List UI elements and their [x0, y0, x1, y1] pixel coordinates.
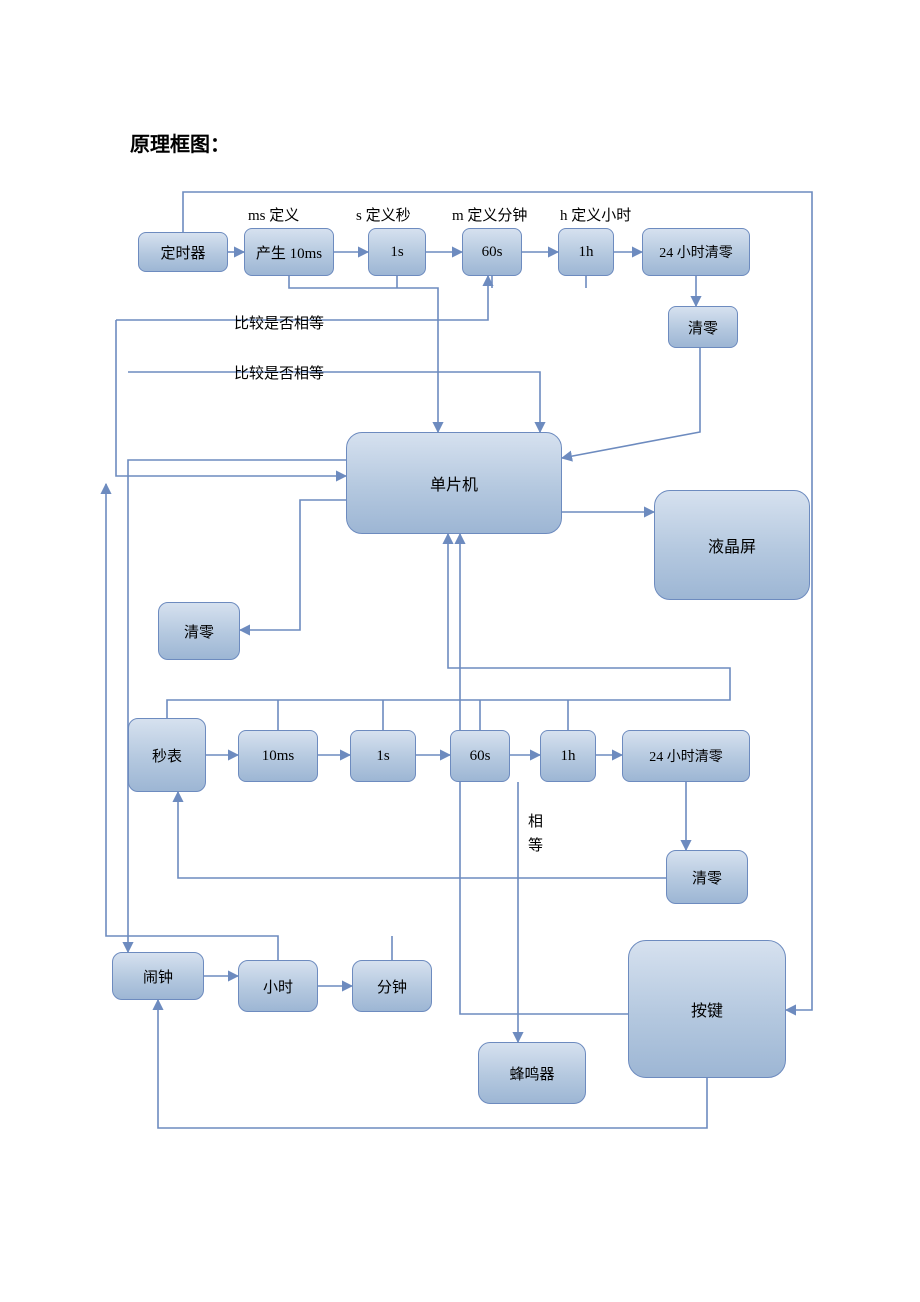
lbl-eq2: 等 — [528, 834, 543, 855]
node-keys: 按键 — [628, 940, 786, 1078]
node-buzzer-label: 蜂鸣器 — [509, 1063, 554, 1084]
edge-14 — [128, 372, 540, 432]
node-alarm: 闹钟 — [112, 952, 204, 1000]
node-lcd-label: 液晶屏 — [708, 533, 756, 557]
edge-8 — [289, 276, 438, 432]
node-r1h: 1h — [540, 730, 596, 782]
node-r10ms: 10ms — [238, 730, 318, 782]
node-r60s-label: 60s — [470, 748, 491, 765]
node-top24-label: 24 小时清零 — [659, 242, 733, 262]
edge-17 — [128, 460, 346, 952]
node-top24: 24 小时清零 — [642, 228, 750, 276]
node-clear2-label: 清零 — [184, 621, 214, 642]
node-mcu: 单片机 — [346, 432, 562, 534]
node-mcu-label: 单片机 — [430, 471, 478, 495]
edge-6 — [562, 348, 700, 458]
node-clear3-label: 清零 — [692, 867, 722, 888]
node-r1h-label: 1h — [561, 748, 576, 765]
edge-16 — [240, 500, 346, 630]
node-minute-label: 分钟 — [377, 976, 407, 997]
lbl-eq1: 相 — [528, 810, 543, 831]
node-stopwatch: 秒表 — [128, 718, 206, 792]
node-top1h-label: 1h — [579, 244, 594, 261]
node-top60s: 60s — [462, 228, 522, 276]
node-lcd: 液晶屏 — [654, 490, 810, 600]
lbl-m: m 定义分钟 — [452, 204, 527, 225]
node-minute: 分钟 — [352, 960, 432, 1012]
node-keys-label: 按键 — [691, 997, 723, 1021]
lbl-s: s 定义秒 — [356, 204, 411, 225]
node-timer-label: 定时器 — [160, 242, 205, 263]
node-r60s: 60s — [450, 730, 510, 782]
node-top60s-label: 60s — [482, 244, 503, 261]
node-clear1-label: 清零 — [688, 317, 718, 338]
node-r1s: 1s — [350, 730, 416, 782]
diagram-stage: { "title": {"text":"原理框图：","x":130,"y":1… — [0, 0, 920, 1302]
node-r10ms-label: 10ms — [262, 748, 295, 765]
node-gen10ms-label: 产生 10ms — [256, 242, 322, 263]
edge-12 — [116, 320, 346, 476]
node-r24: 24 小时清零 — [622, 730, 750, 782]
edge-24 — [178, 792, 666, 878]
node-clear3: 清零 — [666, 850, 748, 904]
edges-layer — [0, 0, 920, 1302]
node-timer: 定时器 — [138, 232, 228, 272]
edge-25 — [167, 534, 730, 718]
edge-36 — [158, 1000, 707, 1128]
node-top1s-label: 1s — [390, 244, 403, 261]
lbl-cmp1: 比较是否相等 — [234, 312, 324, 333]
node-r1s-label: 1s — [376, 748, 389, 765]
node-stopwatch-label: 秒表 — [152, 745, 182, 766]
node-top1s: 1s — [368, 228, 426, 276]
node-clear2: 清零 — [158, 602, 240, 660]
node-clear1: 清零 — [668, 306, 738, 348]
node-alarm-label: 闹钟 — [143, 966, 173, 987]
node-buzzer: 蜂鸣器 — [478, 1042, 586, 1104]
node-hour: 小时 — [238, 960, 318, 1012]
lbl-cmp2: 比较是否相等 — [234, 362, 324, 383]
node-hour-label: 小时 — [263, 976, 293, 997]
node-r24-label: 24 小时清零 — [649, 746, 723, 766]
lbl-h: h 定义小时 — [560, 204, 631, 225]
node-gen10ms: 产生 10ms — [244, 228, 334, 276]
page-title: 原理框图： — [130, 128, 230, 157]
lbl-ms: ms 定义 — [248, 204, 299, 225]
node-top1h: 1h — [558, 228, 614, 276]
